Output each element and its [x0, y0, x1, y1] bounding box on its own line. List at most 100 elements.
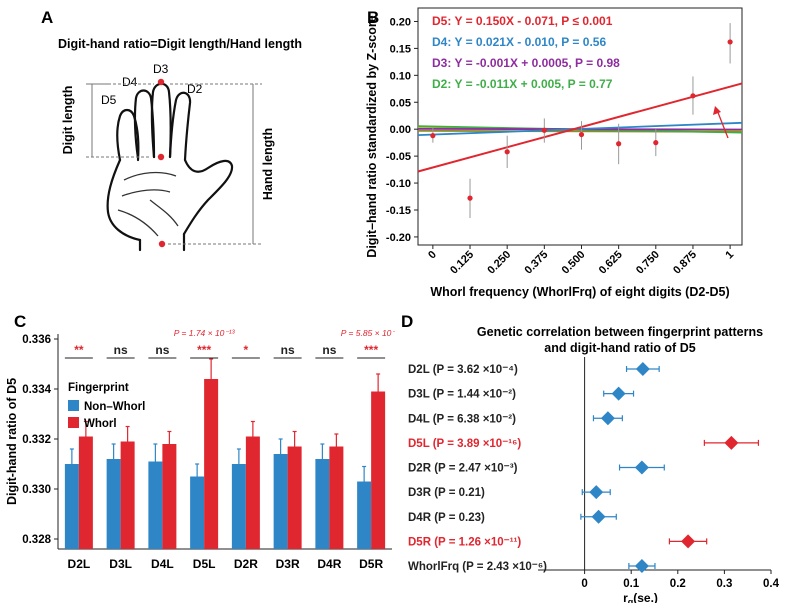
y-axis-label: Digit-hand ratio of D5 — [5, 378, 19, 505]
x-tick-label: D5L — [193, 557, 216, 571]
data-point — [430, 133, 436, 139]
row-label-d3l: D3L (P = 1.44 ×10⁻²) — [408, 389, 516, 401]
row-estimate-diamond — [589, 485, 604, 500]
y-axis-label: Digit–hand ratio standardized by Z-score — [365, 15, 379, 257]
equation-d4: D4: Y = 0.021X - 0.010, P = 0.56 — [432, 35, 606, 49]
row-estimate-diamond — [611, 386, 626, 401]
panel-label-b: B — [367, 8, 380, 27]
bar-whorl — [120, 441, 135, 549]
x-tick-label: 0 — [581, 578, 587, 590]
hand-outline — [106, 82, 234, 252]
y-tick-label: 0.05 — [390, 97, 411, 109]
y-tick-label: -0.15 — [386, 205, 411, 217]
row-estimate-diamond — [635, 362, 650, 376]
y-tick-label: -0.05 — [386, 151, 411, 163]
x-tick-label: 0.4 — [763, 578, 780, 590]
legend-label: Non–Whorl — [84, 401, 145, 413]
hand-title: Digit-hand ratio=Digit length/Hand lengt… — [58, 37, 302, 51]
x-tick-label: 0.1 — [623, 578, 640, 590]
panel-a-hand-diagram: Digit-hand ratio=Digit length/Hand lengt… — [58, 37, 302, 252]
x-tick-label: D4R — [317, 557, 341, 571]
x-tick-label: D3L — [109, 557, 132, 571]
wrist-dot — [158, 240, 166, 248]
hand-length-bracket — [168, 83, 262, 245]
x-tick-label: 0.875 — [671, 249, 699, 277]
bar-whorl — [371, 391, 386, 549]
x-tick-label: D4L — [151, 557, 174, 571]
y-tick-label: -0.10 — [386, 178, 411, 190]
bar-whorl — [78, 436, 93, 549]
x-tick-label: 0.625 — [597, 249, 625, 277]
y-tick-label: 0.10 — [390, 70, 411, 82]
x-tick-label: 0.750 — [634, 249, 662, 277]
y-tick-label: 0.328 — [22, 534, 51, 546]
x-tick-label: D3R — [276, 557, 300, 571]
y-tick-label: 0.20 — [390, 16, 411, 28]
highlight-arrow — [716, 109, 729, 139]
x-tick-label: D5R — [359, 557, 383, 571]
x-axis-label: Whorl frequency (WhorlFrq) of eight digi… — [430, 285, 729, 299]
row-label-whorlfrq: WhorlFrq (P = 2.43 ×10⁻⁶) — [408, 561, 547, 573]
y-tick-label: 0.00 — [390, 124, 411, 136]
data-point — [467, 195, 473, 201]
x-tick-label: 0.250 — [485, 249, 513, 277]
digit-length-label: Digit length — [61, 86, 75, 155]
y-tick-label: 0.336 — [22, 334, 51, 346]
bar-whorl — [245, 436, 260, 549]
legend-swatch — [68, 417, 79, 428]
significance-label: ** — [74, 343, 84, 357]
significance-label: ns — [155, 343, 169, 357]
row-estimate-diamond — [724, 435, 739, 450]
d3-base-dot — [157, 153, 165, 161]
data-point — [504, 149, 510, 155]
y-tick-label: -0.20 — [386, 232, 411, 244]
significance-label: *** — [197, 343, 211, 357]
p-value-annotation: P = 1.74 × 10⁻¹³ — [174, 328, 236, 338]
x-tick-label: 0.3 — [716, 578, 732, 590]
y-tick-label: 0.332 — [22, 434, 51, 446]
bar-nonwhorl — [315, 459, 330, 549]
row-estimate-diamond — [634, 559, 649, 573]
row-estimate-diamond — [634, 460, 649, 475]
fit-line-d5 — [417, 82, 743, 173]
row-label-d4r: D4R (P = 0.23) — [408, 512, 485, 524]
significance-label: ns — [114, 343, 128, 357]
panel-b-scatter-chart: 0.20 0.15 0.10 0.05 0.00 -0.05 -0.10 -0.15 -0.20… — [365, 7, 743, 299]
row-estimate-diamond — [681, 534, 696, 549]
row-label-d4l: D4L (P = 6.38 ×10⁻²) — [408, 413, 516, 425]
panel-label-c: C — [14, 312, 27, 331]
y-tick-label: 0.334 — [22, 384, 51, 396]
bar-nonwhorl — [231, 464, 246, 549]
bar-nonwhorl — [106, 459, 121, 549]
equation-d5: D5: Y = 0.150X - 0.071, P ≤ 0.001 — [432, 14, 613, 28]
highlight-arrowhead — [713, 106, 721, 115]
legend-title: Fingerprint — [68, 382, 129, 394]
x-tick-label: 0 — [426, 249, 439, 262]
bar-nonwhorl — [357, 481, 372, 549]
x-tick-label: 0.375 — [522, 249, 550, 277]
panel-c-bar-chart: 0.328 0.330 0.332 0.334 0.336 Digit-hand rati… — [5, 328, 395, 571]
significance-label: ns — [281, 343, 295, 357]
data-point — [727, 39, 733, 45]
row-estimate-diamond — [591, 509, 606, 524]
digit-label-d5: D5 — [101, 93, 117, 107]
row-label-d5l: D5L (P = 3.89 ×10⁻¹⁶) — [408, 438, 521, 450]
digit-length-bracket — [86, 83, 154, 158]
hand-length-label: Hand length — [261, 128, 275, 200]
row-label-d3r: D3R (P = 0.21) — [408, 487, 485, 499]
x-tick-label: D2L — [68, 557, 91, 571]
data-point — [690, 93, 696, 99]
palm-creases — [117, 171, 179, 237]
equation-d3: D3: Y = -0.001X + 0.0005, P = 0.98 — [432, 56, 620, 70]
data-point — [653, 140, 659, 146]
y-tick-label: 0.15 — [390, 43, 411, 55]
x-tick-label: 1 — [723, 249, 736, 262]
row-label-d2r: D2R (P = 2.47 ×10⁻³) — [408, 463, 518, 475]
bar-whorl — [287, 446, 302, 549]
digit-label-d4: D4 — [122, 75, 138, 89]
x-tick-label: 0.500 — [560, 249, 588, 277]
bar-nonwhorl — [190, 476, 205, 549]
bar-nonwhorl — [273, 454, 288, 549]
row-label-d2l: D2L (P = 3.62 ×10⁻⁴) — [408, 364, 518, 376]
digit-label-d2: D2 — [187, 82, 203, 96]
